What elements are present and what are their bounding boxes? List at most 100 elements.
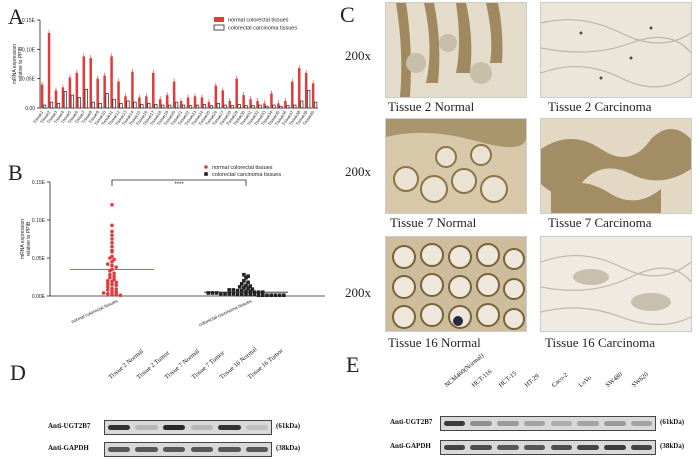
point-carcinoma [235,292,240,297]
histology-caption: Tissue 7 Normal [390,215,477,230]
bar-carcinoma [112,98,116,109]
blot-strip [440,416,656,431]
legend-label: colorectal carcinoma tissues [228,26,297,32]
point-carcinoma [237,285,242,289]
band-size-label: (61kDa) [276,422,301,430]
blot-band [246,424,269,431]
bar-carcinoma [105,92,109,109]
point-carcinoma [227,288,231,292]
bar-carcinoma [84,88,88,109]
bar-normal [152,72,155,108]
bar-carcinoma [56,102,61,109]
y-tick-label: 0.05E [32,256,46,262]
lane-label: SW620 [630,371,651,389]
bar-normal [304,72,308,108]
blot-band [470,420,492,427]
bar-carcinoma [202,104,207,109]
point-normal [106,282,110,286]
y-tick-label: 0.00 [25,106,35,112]
bar-normal [311,83,315,108]
point-normal [112,257,116,262]
point-carcinoma [240,288,244,293]
histology-pattern [386,237,526,331]
point-normal [106,288,110,292]
histology-pattern [541,237,691,331]
bar-normal [103,75,106,108]
panel-label-b: B [8,160,23,185]
y-tick-label: 0.00E [32,294,46,300]
point-carcinoma [246,274,250,279]
bar-carcinoma [195,104,200,109]
x-tick-label: colorectal carcinoma tissues [198,298,253,327]
bar-carcinoma [230,105,234,109]
bar-normal [235,78,238,108]
legend-label: normal colorectal tissues [228,18,289,24]
histology-image-tissue7-normal [385,118,527,214]
histology-caption: Tissue 2 Carcinoma [548,99,652,114]
point-carcinoma [252,292,257,297]
bar-carcinoma [63,91,68,109]
point-normal [110,233,114,237]
bar-carcinoma [279,105,283,109]
blot-band [218,446,241,453]
western-blot-e: NCM460(Normal) HCT-116 HCT-15 HT-29 Caco-2 Lo… [340,352,700,460]
point-carcinoma [250,287,255,291]
histology-image-tissue7-carcinoma [540,118,692,214]
blot-strip [440,440,656,455]
blot-band [443,420,466,427]
y-axis-label: mRNA expression relative to PPIB [12,44,24,84]
bar-normal [179,100,183,108]
point-carcinoma [256,293,261,298]
bar-normal [165,95,169,108]
point-carcinoma [277,293,282,298]
blot-band [190,424,213,431]
blot-band [163,446,186,453]
bar-carcinoma [98,102,102,109]
point-carcinoma [265,293,269,298]
bar-carcinoma [293,104,297,109]
bar-carcinoma [272,104,276,109]
histology-pattern [386,3,526,97]
magnification-label-row2: 200x [345,164,371,179]
point-normal [110,263,114,268]
point-normal [106,262,110,266]
bar-normal [270,93,273,108]
blot-band [135,446,158,453]
bar-carcinoma [161,104,165,109]
point-carcinoma [214,291,219,295]
bar-normal [158,99,162,108]
point-normal [110,237,114,241]
point-carcinoma [235,288,240,293]
histology-caption: Tissue 16 Carcinoma [545,335,656,350]
bar-carcinoma [168,104,172,109]
blot-band [135,424,158,431]
y-tick-label: 0.15E [32,180,46,186]
bar-normal [193,96,197,108]
point-carcinoma [269,293,273,298]
point-carcinoma [244,292,248,297]
point-carcinoma [240,282,244,286]
bar-normal [256,100,259,108]
lane-label: LoVo [577,374,593,389]
point-carcinoma [206,291,210,295]
scatter-chart-b: 0.00E 0.05E 0.10E 0.15E mRNA expression relat… [20,165,325,327]
y-axis-label-line: mRNA expression [20,219,26,259]
histology-image-tissue16-carcinoma [540,236,692,332]
histology-caption: Tissue 16 Normal [388,335,481,350]
point-carcinoma [273,293,278,298]
point-normal [112,271,116,275]
lane-label: HCT-15 [497,370,518,389]
antibody-label: Anti-GAPDH [48,444,89,452]
bar-normal [47,32,51,109]
histology-image-tissue2-carcinoma [540,2,692,98]
histology-pattern [541,3,691,97]
y-axis-label: mRNA expression relative to PPIB [20,219,32,259]
magnification-label-row1: 200x [345,48,371,63]
bar-normal [186,97,190,108]
bar-normal [110,56,113,108]
bar-normal [117,81,120,108]
point-normal [110,260,114,264]
legend-swatch-normal [204,165,208,169]
point-normal [106,285,110,289]
bar-normal [249,99,252,108]
